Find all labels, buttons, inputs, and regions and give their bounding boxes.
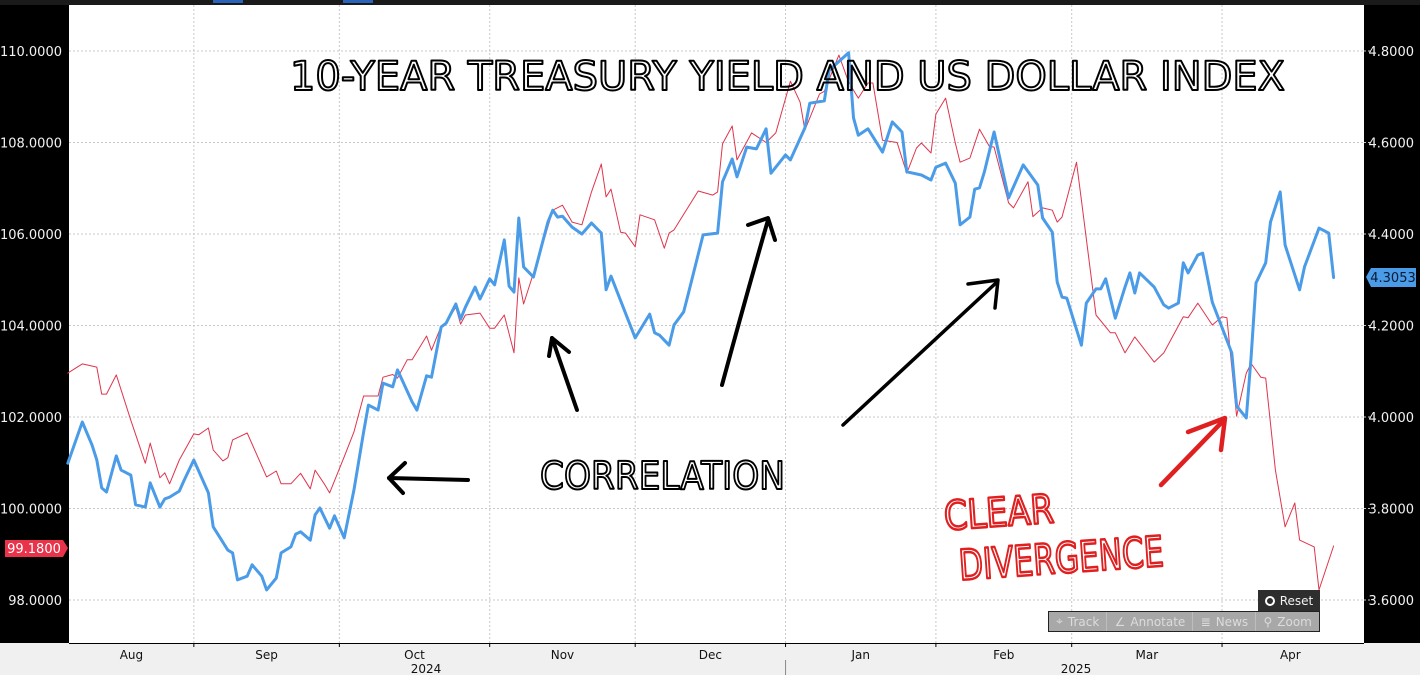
zoom-button[interactable]: ⚲ Zoom — [1256, 612, 1319, 631]
annotation-clear: CLEAR — [942, 486, 1055, 540]
crosshair-icon: ⌖ — [1056, 614, 1063, 628]
treasury-yield-line — [66, 51, 1336, 592]
x-axis-strip — [0, 643, 1420, 675]
right-tick-label: 4.2000 — [1369, 320, 1415, 335]
plot-area — [69, 5, 1364, 643]
x-tick-label: Feb — [993, 648, 1014, 662]
right-axis: 3.6000 3.8000 4.0000 4.2000 4.4000 4.6000 4.80… — [1369, 45, 1415, 609]
x-year-label: 2024 — [411, 662, 442, 675]
x-tick-label: Dec — [699, 648, 722, 662]
x-axis: Aug Sep Oct Nov Dec Jan Feb Mar Apr 2024 2025 — [120, 643, 1301, 675]
right-tick-label: 4.6000 — [1369, 137, 1415, 152]
left-tick-label: 106.0000 — [0, 228, 62, 243]
arrow-up-right-icon — [841, 278, 1000, 427]
left-tick-label: 100.0000 — [0, 503, 62, 518]
right-tick-label: 4.8000 — [1369, 45, 1415, 60]
news-button[interactable]: ≣ News — [1193, 612, 1257, 631]
left-axis: 98.0000 100.0000 102.0000 104.0000 106.0000 1… — [0, 45, 62, 609]
x-tick-label: Nov — [551, 648, 574, 662]
top-bar-marker — [343, 0, 373, 3]
series-layer — [66, 51, 1336, 592]
right-tick-label: 4.0000 — [1369, 411, 1415, 426]
x-year-label: 2025 — [1061, 662, 1092, 675]
left-last-value: 99.1800 — [7, 542, 61, 557]
right-last-value: 4.3053 — [1370, 271, 1416, 286]
right-tick-label: 3.6000 — [1369, 594, 1415, 609]
arrow-left-icon — [387, 461, 470, 495]
track-label: Track — [1067, 614, 1100, 629]
arrow-up-right-icon — [1158, 415, 1228, 488]
annotation-title: 10-YEAR TREASURY YIELD AND US DOLLAR IND… — [290, 54, 1285, 100]
track-button[interactable]: ⌖ Track — [1049, 612, 1108, 631]
dollar-index-line — [67, 54, 1335, 591]
top-bar — [0, 0, 1420, 5]
x-tick-label: Aug — [120, 648, 143, 662]
left-tick-label: 108.0000 — [0, 137, 62, 152]
left-tick-label: 104.0000 — [0, 320, 62, 335]
zoom-label: Zoom — [1277, 614, 1312, 629]
reset-icon — [1264, 595, 1275, 606]
top-bar-marker — [213, 0, 243, 3]
left-tick-label: 98.0000 — [8, 594, 62, 609]
x-tick-label: Sep — [255, 648, 278, 662]
x-tick-label: Apr — [1280, 648, 1301, 662]
annotate-button[interactable]: ∠ Annotate — [1107, 612, 1194, 631]
reset-label: Reset — [1279, 593, 1314, 608]
right-tick-label: 4.4000 — [1369, 228, 1415, 243]
pencil-icon: ∠ — [1114, 614, 1126, 629]
arrow-up-icon — [720, 216, 777, 387]
x-tick-label: Jan — [850, 648, 870, 662]
left-last-value-tag: 99.1800 — [5, 540, 68, 557]
x-tick-label: Oct — [404, 648, 425, 662]
annotation-correlation: CORRELATION — [540, 454, 785, 498]
annotate-label: Annotate — [1130, 614, 1186, 629]
right-last-value-tag: 4.3053 — [1366, 268, 1416, 287]
annotations: 10-YEAR TREASURY YIELD AND US DOLLAR IND… — [289, 53, 1286, 591]
news-icon: ≣ — [1200, 614, 1211, 629]
left-tick-label: 110.0000 — [0, 45, 62, 60]
x-tick-label: Mar — [1136, 648, 1159, 662]
magnifier-icon: ⚲ — [1263, 614, 1273, 629]
chart-toolbar: ⌖ Track ∠ Annotate ≣ News ⚲ Zoom — [1048, 611, 1320, 632]
news-label: News — [1215, 614, 1249, 629]
right-tick-label: 3.8000 — [1369, 503, 1415, 518]
reset-button[interactable]: Reset — [1258, 590, 1320, 611]
right-axis-panel — [1364, 5, 1420, 643]
arrow-up-icon — [547, 336, 579, 412]
grid — [69, 5, 1372, 643]
left-tick-label: 102.0000 — [0, 411, 62, 426]
